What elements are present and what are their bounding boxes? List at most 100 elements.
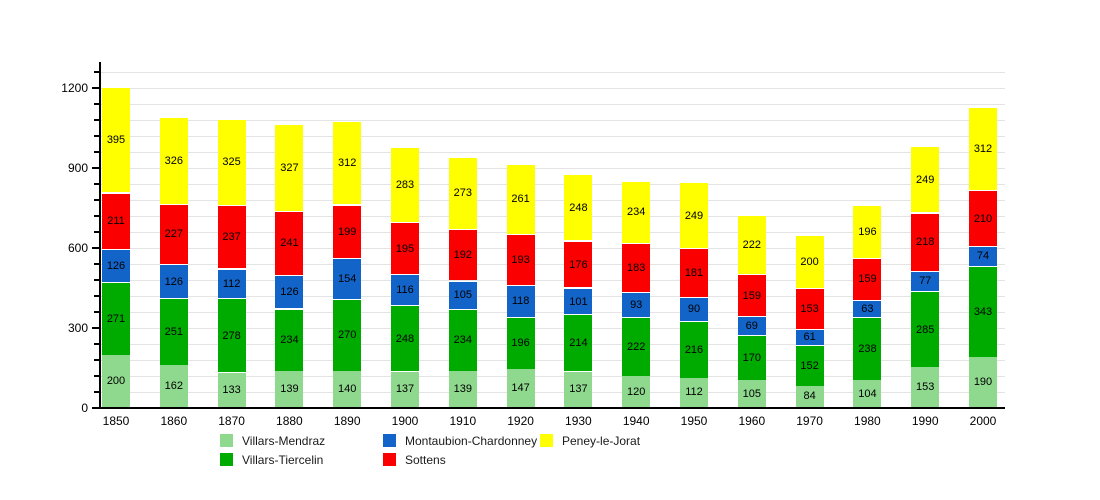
bar-segment-sottens: 218 [911,212,940,271]
x-axis-label: 1990 [911,414,939,428]
bar-value-label: 105 [453,289,472,301]
bar-segment-sottens: 153 [795,288,824,329]
bar-value-label: 200 [106,374,126,387]
bar-segment-sottens: 199 [333,204,362,258]
grid-line [101,344,1005,345]
y-axis-tick [94,391,99,393]
bar-segment-peney-le-jorat: 273 [448,156,477,230]
grid-line [101,120,1005,121]
bar-value-label: 238 [858,342,877,355]
grid-line [101,376,1005,377]
bar-segment-montaubion-chardonney: 74 [969,246,997,266]
bar-value-label: 63 [861,302,874,315]
bar-segment-sottens: 193 [506,233,535,286]
y-axis-tick [94,295,99,297]
bar-value-label: 116 [396,284,414,297]
bar-value-label: 200 [800,255,819,268]
y-axis-tick [92,327,99,329]
y-axis-tick [94,231,99,233]
bar-value-label: 152 [800,359,819,372]
bar-value-label: 193 [511,253,530,266]
bar-value-label: 196 [858,225,877,238]
bar-segment-sottens: 195 [391,222,419,275]
bar-value-label: 326 [164,154,183,167]
y-axis-tick [94,311,99,313]
bar-value-label: 93 [630,298,643,311]
x-axis [95,407,1005,409]
bar-segment-villars-mendraz: 162 [159,364,188,408]
bar-segment-peney-le-jorat: 325 [217,118,246,206]
legend-label: Villars-Mendraz [242,433,326,448]
bar-value-label: 137 [569,383,588,396]
x-axis-label: 1970 [796,414,823,428]
bar-segment-villars-mendraz: 190 [969,357,997,408]
x-axis-label: 1880 [276,414,303,428]
bar-segment-sottens: 176 [564,240,593,288]
bar-value-label: 249 [684,209,704,222]
bar-value-label: 261 [511,193,530,206]
grid-line [101,104,1005,105]
legend-swatch [540,434,553,447]
bar-value-label: 216 [684,343,704,356]
bar-segment-montaubion-chardonney: 101 [564,287,593,315]
bar-segment-peney-le-jorat: 395 [102,87,130,193]
grid-line [101,232,1005,233]
grid-line [101,392,1005,393]
legend-swatch [383,434,396,447]
grid-line [101,280,1005,281]
bar-segment-peney-le-jorat: 249 [911,146,940,213]
x-axis-label: 1980 [854,414,881,428]
bar-value-label: 196 [511,337,530,350]
bar-value-label: 162 [164,379,183,392]
bar-value-label: 199 [338,225,357,238]
x-axis-label: 1860 [160,414,188,428]
bar-value-label: 159 [858,273,877,286]
bar-segment-villars-mendraz: 147 [506,368,535,408]
y-axis-tick [94,215,99,217]
bar-value-label: 278 [222,329,241,342]
bar-segment-villars-tiercelin: 216 [680,320,708,379]
bar-value-label: 112 [685,386,703,399]
bar-value-label: 77 [919,275,932,288]
bar-value-label: 271 [106,312,126,325]
bar-value-label: 210 [973,212,993,225]
y-axis-tick [94,375,99,377]
grid-line [101,72,1005,73]
legend-label: Villars-Tiercelin [242,452,324,467]
bar-segment-villars-tiercelin: 251 [159,297,188,365]
x-axis-label: 1930 [565,414,592,428]
bar-value-label: 139 [280,382,299,395]
bar-value-label: 343 [973,306,993,319]
y-axis-tick [94,359,99,361]
bar-segment-peney-le-jorat: 312 [333,121,362,205]
bar-segment-sottens: 159 [853,257,882,300]
bar-segment-montaubion-chardonney: 69 [737,316,766,335]
bar-value-label: 312 [338,157,357,170]
bar-segment-villars-mendraz: 120 [622,376,651,408]
bar-value-label: 241 [280,237,299,250]
bar-value-label: 90 [687,303,701,315]
legend-label: Sottens [405,452,446,467]
bar-value-label: 74 [976,250,990,263]
bar-segment-villars-mendraz: 105 [737,380,766,408]
bar-segment-peney-le-jorat: 248 [564,174,593,241]
x-axis-label: 2000 [969,414,997,428]
grid-line [101,312,1005,313]
bar-segment-sottens: 210 [969,190,997,247]
bar-value-label: 118 [511,295,530,308]
y-axis-tick [92,407,99,409]
bar-value-label: 211 [107,215,125,228]
grid-line [101,152,1005,153]
y-axis-tick [94,183,99,185]
bar-segment-villars-tiercelin: 152 [795,345,824,386]
grid-line [101,168,1005,169]
bar-value-label: 133 [222,383,241,396]
x-axis-label: 1950 [680,414,708,428]
legend-item-villars-tiercelin: Villars-Tiercelin [220,450,383,469]
y-axis-tick [94,119,99,121]
bar-value-label: 248 [569,201,588,214]
bar-segment-peney-le-jorat: 283 [391,146,419,223]
bar-segment-peney-le-jorat: 261 [506,164,535,234]
bar-value-label: 147 [511,381,530,394]
bar-value-label: 285 [916,323,935,336]
